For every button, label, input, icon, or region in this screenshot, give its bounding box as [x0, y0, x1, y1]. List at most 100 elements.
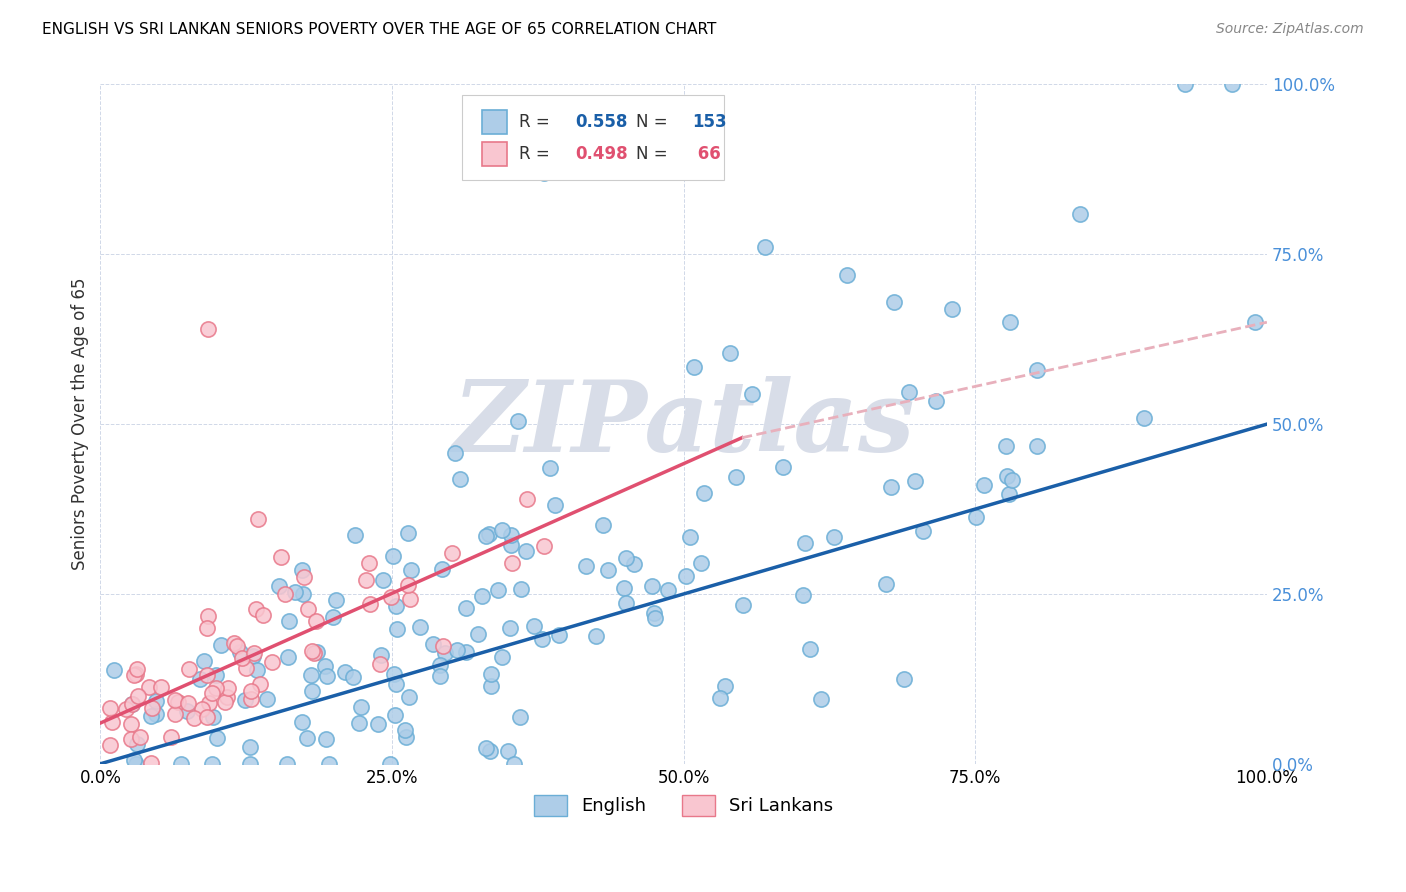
Point [772, 459, 794, 474]
Point [1174, 78, 1197, 92]
Point [201, 756, 224, 771]
Point [399, 591, 422, 606]
Point [897, 384, 920, 399]
Point [267, 579, 290, 593]
Point [163, 707, 186, 722]
FancyBboxPatch shape [463, 95, 724, 179]
Text: Source: ZipAtlas.com: Source: ZipAtlas.com [1216, 22, 1364, 37]
Point [506, 415, 529, 429]
Point [302, 646, 325, 660]
Point [478, 526, 501, 541]
Point [471, 589, 494, 603]
Point [835, 268, 858, 282]
Point [122, 668, 145, 682]
Point [574, 558, 596, 573]
Point [965, 510, 987, 524]
Point [121, 697, 143, 711]
Point [197, 668, 219, 682]
Point [217, 681, 239, 695]
Point [195, 621, 218, 635]
Point [139, 709, 162, 723]
Point [429, 657, 451, 672]
Point [371, 573, 394, 587]
Point [429, 669, 451, 683]
Point [675, 569, 697, 583]
Point [252, 607, 274, 622]
Text: R =: R = [519, 145, 555, 163]
Point [509, 710, 531, 724]
Point [350, 699, 373, 714]
Point [188, 672, 211, 686]
Point [754, 240, 776, 254]
Point [995, 469, 1018, 483]
Point [810, 692, 832, 706]
Point [125, 756, 148, 771]
Point [115, 702, 138, 716]
Point [398, 690, 420, 704]
Point [307, 645, 329, 659]
Point [138, 680, 160, 694]
Point [709, 691, 731, 706]
Point [121, 697, 143, 711]
Point [713, 679, 735, 693]
Point [304, 614, 326, 628]
Point [467, 627, 489, 641]
Point [167, 695, 190, 709]
Point [883, 294, 905, 309]
Point [176, 704, 198, 718]
Point [501, 556, 523, 570]
Point [354, 573, 377, 587]
Point [973, 478, 995, 492]
Text: ENGLISH VS SRI LANKAN SENIORS POVERTY OVER THE AGE OF 65 CORRELATION CHART: ENGLISH VS SRI LANKAN SENIORS POVERTY OV… [42, 22, 717, 37]
Point [378, 756, 401, 771]
Point [499, 528, 522, 542]
Point [103, 663, 125, 677]
Point [395, 731, 418, 745]
Point [531, 632, 554, 646]
FancyBboxPatch shape [482, 142, 508, 166]
Point [301, 684, 323, 698]
Point [533, 540, 555, 554]
Point [127, 738, 149, 752]
Point [262, 656, 284, 670]
Point [441, 546, 464, 560]
Point [399, 564, 422, 578]
Point [163, 692, 186, 706]
Point [875, 577, 897, 591]
Point [444, 446, 467, 460]
Point [644, 611, 666, 625]
Point [357, 556, 380, 570]
Point [277, 649, 299, 664]
Point [432, 561, 454, 575]
Point [240, 683, 263, 698]
Point [657, 583, 679, 598]
Point [479, 667, 502, 681]
Point [256, 692, 278, 706]
Point [491, 523, 513, 537]
Point [214, 694, 236, 708]
Text: 66: 66 [692, 145, 720, 163]
Point [394, 723, 416, 737]
Point [384, 599, 406, 613]
Point [792, 588, 814, 602]
Text: ZIPatlas: ZIPatlas [453, 376, 915, 473]
Point [197, 696, 219, 710]
Point [498, 621, 520, 635]
Point [301, 644, 323, 658]
Point [235, 661, 257, 675]
Point [139, 756, 162, 770]
Point [284, 584, 307, 599]
Point [314, 659, 336, 673]
Text: N =: N = [636, 112, 672, 131]
Point [249, 677, 271, 691]
Point [679, 530, 702, 544]
Point [179, 661, 201, 675]
Point [239, 756, 262, 771]
Point [325, 593, 347, 607]
Point [823, 530, 845, 544]
Point [343, 528, 366, 542]
Point [342, 669, 364, 683]
Point [689, 556, 711, 570]
FancyBboxPatch shape [482, 110, 508, 134]
Point [1244, 315, 1267, 329]
